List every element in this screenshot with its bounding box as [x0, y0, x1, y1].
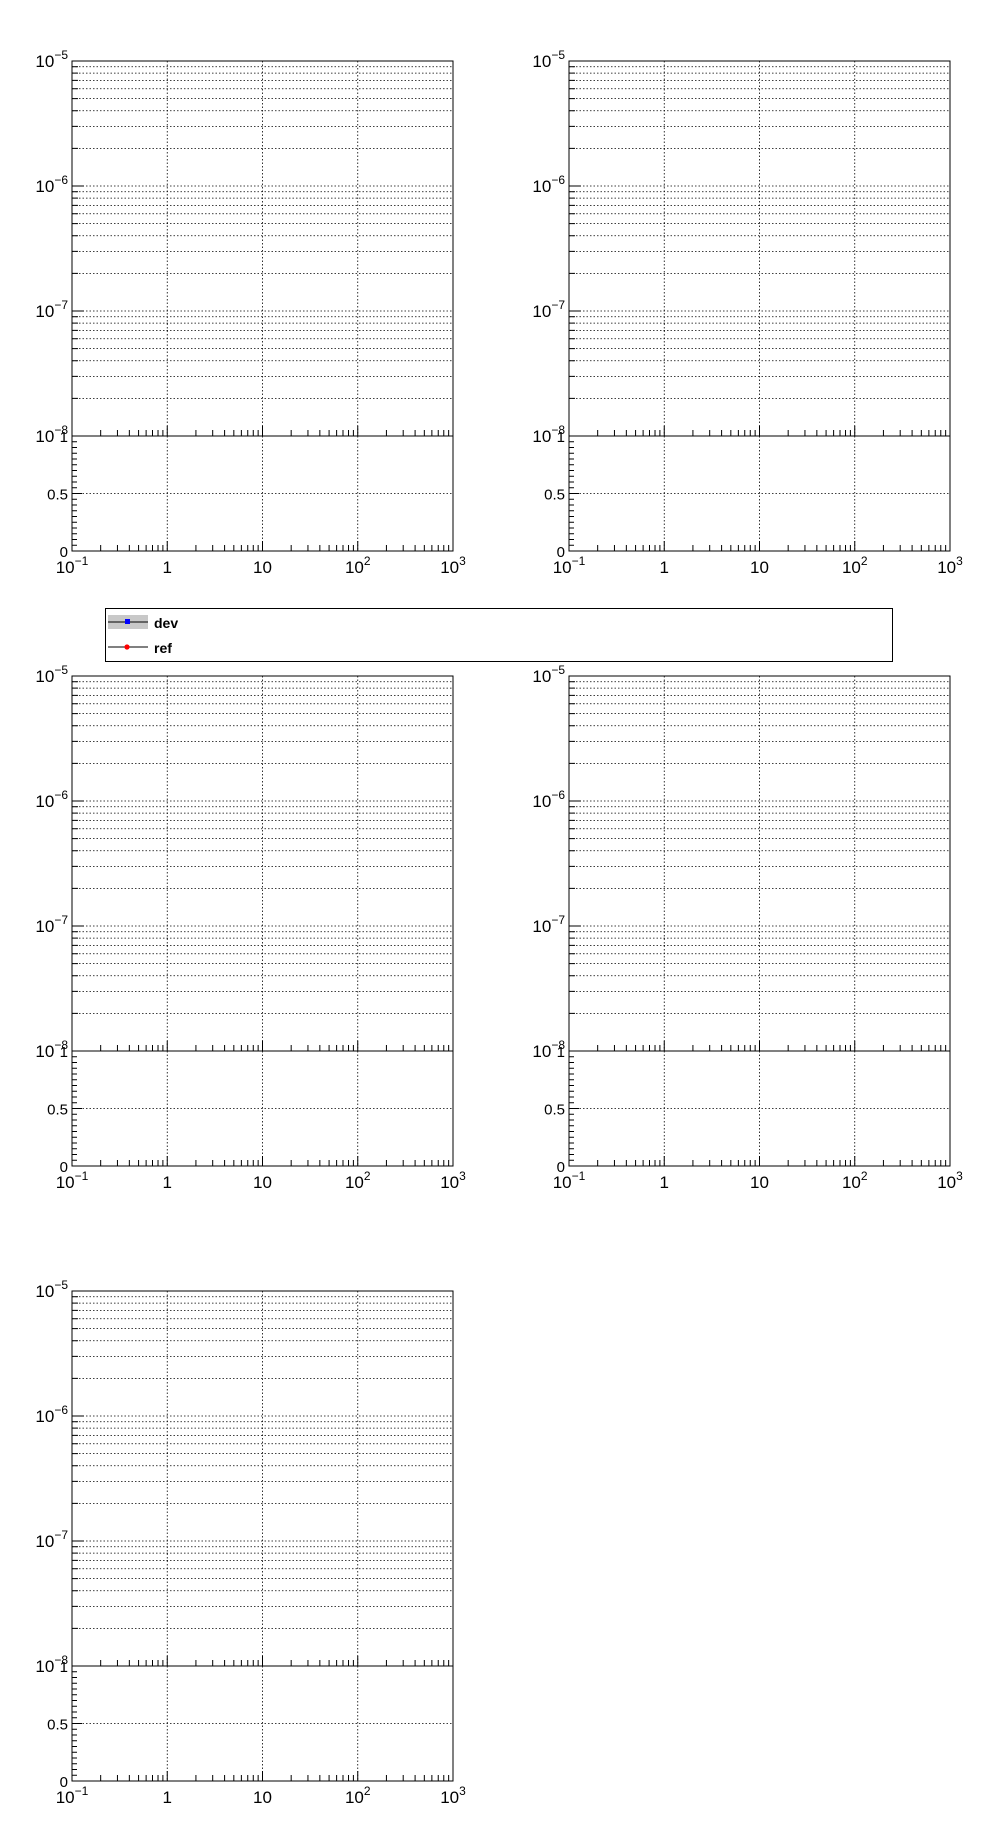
x-tick-label: 102	[345, 554, 371, 577]
ratio-y-tick-label: 1	[557, 1044, 565, 1061]
x-tick-label: 10	[253, 558, 272, 577]
y-tick-label: 10−5	[35, 663, 68, 686]
legend-dev-symbol	[108, 615, 148, 629]
y-tick-label: 10−7	[532, 298, 565, 321]
y-tick-label: 10−5	[35, 48, 68, 71]
x-tick-label: 103	[440, 1784, 466, 1807]
legend-ref-label: ref	[154, 640, 172, 656]
ratio-y-tick-label: 0.5	[47, 1102, 68, 1119]
panel-top-right: 10−5 10−6 10−7 10−8 0 0.5 1 10−1 1 10 102 103	[532, 48, 963, 577]
y-tick-label: 10−8	[35, 1653, 68, 1676]
x-tick-label: 1	[163, 1788, 172, 1807]
x-tick-label: 1	[163, 558, 172, 577]
panel-bottom-left: 10−5 10−6 10−7 10−8 0 0.5 1 10−1 1 10 102 103	[35, 1278, 466, 1807]
y-tick-label: 10−6	[532, 788, 565, 811]
ratio-y-tick-label: 0.5	[47, 487, 68, 504]
ratio-y-tick-label: 1	[557, 429, 565, 446]
ratio-y-tick-label: 0	[557, 544, 565, 561]
ratio-y-tick-label: 1	[60, 1044, 68, 1061]
x-tick-label: 103	[440, 1169, 466, 1192]
y-tick-label: 10−6	[35, 788, 68, 811]
ratio-y-tick-label: 1	[60, 429, 68, 446]
ratio-y-tick-label: 0	[60, 1159, 68, 1176]
y-tick-label: 10−8	[532, 1038, 565, 1061]
panel-middle-left: 10−5 10−6 10−7 10−8 0 0.5 1 10−1 1 10 102 103	[35, 663, 466, 1192]
x-tick-label: 102	[842, 554, 868, 577]
ratio-y-tick-label: 0.5	[544, 1102, 565, 1119]
y-tick-label: 10−8	[532, 423, 565, 446]
y-tick-label: 10−6	[35, 173, 68, 196]
ratio-y-tick-label: 1	[60, 1659, 68, 1676]
x-tick-label: 10	[253, 1173, 272, 1192]
ratio-y-tick-label: 0	[60, 544, 68, 561]
ratio-y-tick-label: 0.5	[47, 1717, 68, 1734]
x-tick-label: 103	[937, 1169, 963, 1192]
x-tick-label: 10−1	[56, 1784, 89, 1807]
ratio-y-tick-label: 0	[557, 1159, 565, 1176]
y-tick-label: 10−6	[532, 173, 565, 196]
x-tick-label: 102	[842, 1169, 868, 1192]
panel-top-left: 10−5 10−6 10−7 10−8 0 0.5 1 10−1 1 10 102 103	[35, 48, 466, 577]
x-tick-label: 10	[750, 1173, 769, 1192]
y-tick-label: 10−7	[532, 913, 565, 936]
x-tick-label: 10−1	[56, 554, 89, 577]
x-tick-label: 1	[163, 1173, 172, 1192]
x-tick-label: 103	[937, 554, 963, 577]
y-tick-label: 10−8	[35, 423, 68, 446]
y-tick-label: 10−5	[35, 1278, 68, 1301]
ratio-y-tick-label: 0.5	[544, 487, 565, 504]
x-tick-label: 10−1	[553, 1169, 586, 1192]
x-tick-label: 1	[660, 558, 669, 577]
panel-middle-right: 10−5 10−6 10−7 10−8 0 0.5 1 10−1 1 10 102 103	[532, 663, 963, 1192]
legend-entry-dev: dev	[106, 612, 406, 634]
x-tick-label: 102	[345, 1169, 371, 1192]
legend-ref-symbol	[108, 644, 148, 650]
y-tick-label: 10−8	[35, 1038, 68, 1061]
x-tick-label: 1	[660, 1173, 669, 1192]
x-tick-label: 10−1	[553, 554, 586, 577]
x-tick-label: 103	[440, 554, 466, 577]
x-tick-label: 10	[253, 1788, 272, 1807]
y-tick-label: 10−7	[35, 298, 68, 321]
legend-dev-label: dev	[154, 615, 179, 631]
y-tick-label: 10−7	[35, 1528, 68, 1551]
x-tick-label: 10−1	[56, 1169, 89, 1192]
y-tick-label: 10−5	[532, 663, 565, 686]
legend-entry-ref: ref	[106, 637, 406, 659]
x-tick-label: 102	[345, 1784, 371, 1807]
ratio-y-tick-label: 0	[60, 1774, 68, 1791]
x-tick-label: 10	[750, 558, 769, 577]
y-tick-label: 10−5	[532, 48, 565, 71]
legend-box: dev ref	[105, 608, 893, 662]
y-tick-label: 10−7	[35, 913, 68, 936]
y-tick-label: 10−6	[35, 1403, 68, 1426]
